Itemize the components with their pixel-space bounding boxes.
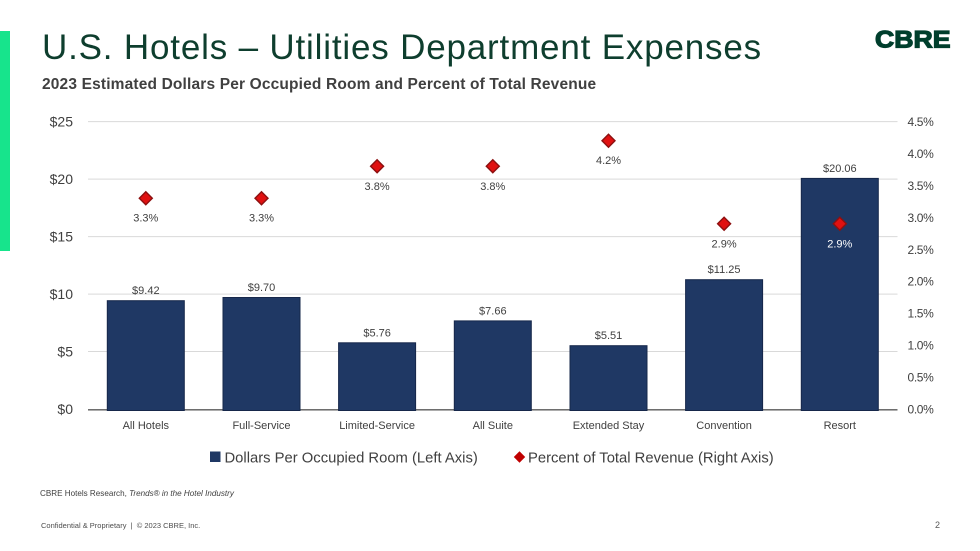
svg-text:3.8%: 3.8% — [365, 181, 390, 193]
svg-text:0.5%: 0.5% — [908, 371, 935, 385]
svg-text:3.0%: 3.0% — [908, 211, 935, 225]
svg-text:$5.76: $5.76 — [363, 327, 391, 339]
svg-text:1.5%: 1.5% — [908, 307, 935, 321]
svg-text:Resort: Resort — [824, 420, 856, 432]
svg-text:4.5%: 4.5% — [908, 115, 935, 129]
svg-text:1.0%: 1.0% — [908, 339, 935, 353]
svg-text:$5.51: $5.51 — [595, 330, 623, 342]
svg-text:$9.42: $9.42 — [132, 285, 160, 297]
svg-text:$10: $10 — [50, 286, 74, 302]
svg-text:2.9%: 2.9% — [827, 238, 852, 250]
svg-text:All Suite: All Suite — [473, 420, 513, 432]
svg-text:$7.66: $7.66 — [479, 305, 507, 317]
svg-text:$20: $20 — [50, 171, 74, 187]
svg-text:3.3%: 3.3% — [133, 213, 158, 225]
svg-text:$11.25: $11.25 — [708, 264, 741, 276]
svg-text:Percent of Total Revenue (Righ: Percent of Total Revenue (Right Axis) — [528, 450, 774, 466]
svg-text:All Hotels: All Hotels — [123, 420, 170, 432]
svg-text:$15: $15 — [50, 229, 74, 245]
svg-text:2.9%: 2.9% — [712, 238, 737, 250]
svg-text:Extended Stay: Extended Stay — [573, 420, 645, 432]
svg-text:2.5%: 2.5% — [908, 243, 935, 257]
svg-text:4.2%: 4.2% — [596, 155, 621, 167]
svg-text:$25: $25 — [50, 114, 74, 130]
svg-text:3.8%: 3.8% — [480, 181, 505, 193]
svg-text:Dollars Per Occupied Room (Lef: Dollars Per Occupied Room (Left Axis) — [225, 450, 478, 466]
svg-text:Full-Service: Full-Service — [232, 420, 290, 432]
svg-text:3.3%: 3.3% — [249, 213, 274, 225]
svg-text:4.0%: 4.0% — [908, 147, 935, 161]
svg-text:$9.70: $9.70 — [248, 282, 276, 294]
svg-text:3.5%: 3.5% — [908, 179, 935, 193]
svg-text:$5: $5 — [57, 344, 73, 360]
svg-text:Convention: Convention — [696, 420, 752, 432]
svg-text:CBRE: CBRE — [875, 29, 951, 50]
svg-text:$0: $0 — [57, 401, 73, 417]
svg-text:Limited-Service: Limited-Service — [339, 420, 415, 432]
svg-text:2.0%: 2.0% — [908, 275, 935, 289]
svg-text:$20.06: $20.06 — [823, 163, 857, 175]
svg-text:0.0%: 0.0% — [908, 402, 935, 416]
